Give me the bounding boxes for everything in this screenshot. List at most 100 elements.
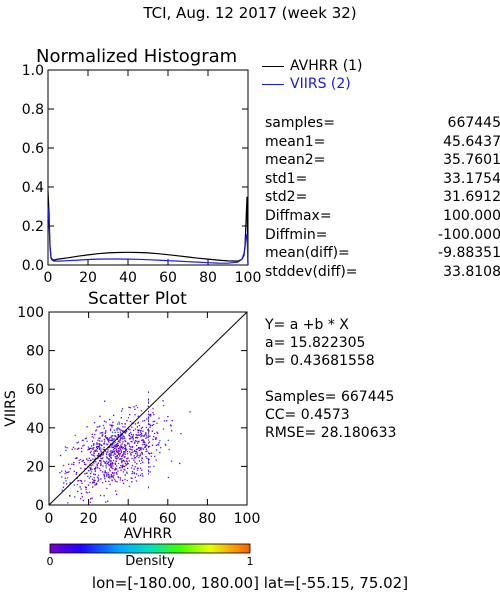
scatter-point [88, 491, 90, 493]
x-tick-label: 100 [235, 270, 262, 286]
scatter-point [120, 448, 122, 451]
scatter-point [167, 476, 170, 479]
scatter-point [68, 463, 70, 465]
scatter-point [129, 420, 132, 423]
scatter-point [115, 450, 117, 452]
scatter-point [89, 459, 91, 462]
scatter-point [119, 458, 121, 460]
scatter-point [162, 404, 165, 407]
scatter-point [67, 502, 69, 504]
scatter-point [146, 445, 148, 447]
scatter-point [149, 414, 151, 416]
scatter-point [128, 432, 131, 435]
scatter-point [124, 478, 126, 481]
scatter-point [119, 479, 121, 481]
scatter-point [105, 431, 107, 433]
scatter-point [87, 484, 90, 486]
scatter-point [92, 458, 94, 460]
scatter-point [148, 431, 149, 433]
scatter-point [87, 459, 89, 462]
scatter-point [171, 430, 173, 432]
scatter-point [108, 468, 111, 470]
scatter-point [138, 449, 140, 452]
stat-value: 33.1754 [443, 170, 500, 187]
scatter-point [76, 457, 78, 459]
scatter-point [114, 441, 116, 443]
scatter-point [137, 434, 139, 436]
scatter-point [158, 442, 160, 444]
scatter-point [79, 458, 82, 461]
scatter-point [96, 476, 99, 478]
scatter-point [98, 453, 100, 455]
scatter-point [131, 471, 134, 473]
scatter-point [148, 419, 149, 421]
scatter-point [148, 466, 149, 468]
scatter-point [136, 440, 138, 442]
y-axis-label: VIIRS [3, 390, 19, 427]
scatter-point [100, 463, 102, 465]
scatter-point [110, 476, 112, 478]
scatter-point [95, 467, 97, 470]
scatter-point [91, 436, 93, 438]
scatter-point [76, 483, 79, 486]
scatter-point [84, 438, 87, 440]
scatter-point [148, 436, 149, 438]
scatter-point [148, 433, 149, 435]
scatter-point [124, 432, 126, 434]
scatter-point [121, 455, 124, 457]
scatter-point [141, 447, 143, 449]
scatter-point [76, 448, 79, 450]
scatter-point [163, 420, 166, 422]
scatter-point [128, 460, 130, 462]
scatter-point [104, 436, 106, 438]
scatter-point [112, 446, 115, 449]
scatter-point [158, 444, 160, 446]
scatter-point [111, 439, 113, 442]
scatter-point [123, 437, 125, 440]
scatter-point [108, 461, 110, 463]
scatter-point [110, 464, 112, 466]
scatter-point [125, 460, 128, 462]
scatter-point [129, 448, 131, 450]
scatter-point [80, 467, 82, 469]
scatter-point [118, 427, 120, 430]
scatter-point [141, 439, 143, 441]
scatter-point [133, 468, 135, 470]
legend-line-viirs [262, 83, 284, 85]
scatter-point [146, 436, 148, 439]
scatter-point [124, 437, 126, 439]
scatter-point [148, 458, 150, 461]
scatter-point [115, 458, 118, 460]
scatter-point [132, 434, 135, 436]
scatter-point [131, 481, 133, 483]
scatter-point [131, 446, 134, 448]
scatter-point [119, 428, 121, 431]
scatter-point [94, 449, 96, 452]
scatter-point [137, 454, 139, 456]
scatter-point [152, 423, 155, 426]
scatter-point [117, 450, 119, 452]
scatter-point [99, 456, 101, 458]
scatter-point [92, 448, 94, 450]
scatter-point [128, 443, 130, 445]
y-tick-label: 0.8 [22, 102, 44, 118]
scatter-point [125, 431, 127, 433]
scatter-point [109, 436, 111, 439]
scatter-point [110, 460, 112, 462]
scatter-point [141, 451, 143, 454]
scatter-point [130, 446, 132, 448]
scatter-point [98, 448, 101, 450]
scatter-point [133, 471, 135, 474]
scatter-point [143, 434, 146, 436]
y-tick-label: 0.2 [22, 219, 44, 235]
scatter-point [114, 467, 117, 469]
scatter-point [85, 463, 87, 466]
scatter-point [120, 433, 122, 435]
scatter-point [116, 468, 118, 470]
scatter-point [106, 457, 108, 459]
scatter-point [113, 438, 115, 440]
scatter-point [97, 480, 99, 482]
scatter-point [148, 430, 149, 432]
scatter-point [113, 443, 115, 445]
scatter-point [149, 452, 151, 455]
